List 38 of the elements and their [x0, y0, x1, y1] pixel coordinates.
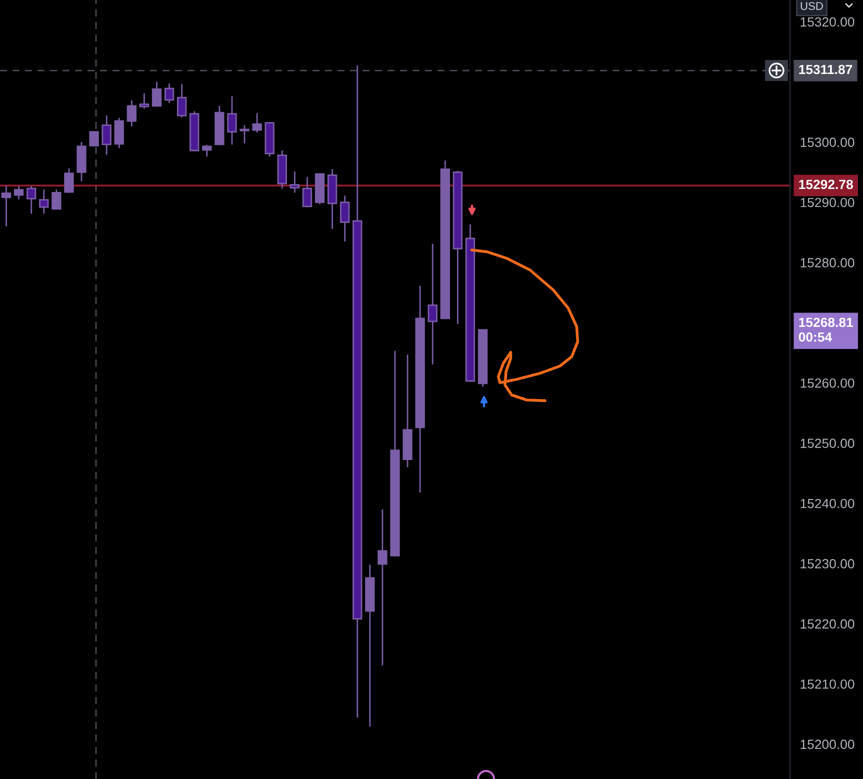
y-tick-label: 15210.00 — [800, 679, 854, 689]
candlestick — [64, 168, 74, 193]
candlestick — [176, 84, 187, 118]
y-tick-label: 15280.00 — [800, 258, 854, 268]
candlestick — [302, 176, 312, 208]
candlestick — [202, 144, 212, 157]
candlestick — [240, 125, 250, 144]
candlestick — [378, 509, 388, 666]
candlestick — [152, 82, 162, 107]
y-tick-label: 15240.00 — [800, 498, 854, 508]
y-tick-label: 15260.00 — [800, 378, 854, 388]
candlestick — [227, 96, 237, 145]
text: USD — [800, 2, 823, 10]
text: 15268.81 00:54 — [798, 318, 853, 342]
candlestick — [114, 118, 124, 148]
candlestick — [39, 190, 49, 214]
y-tick-label: 15300.00 — [800, 138, 854, 147]
candlestick — [164, 84, 174, 104]
candlestick — [290, 171, 300, 193]
ref-line-label: 15292.78 — [799, 180, 853, 190]
candlestick — [14, 186, 24, 200]
y-tick-label: 15220.00 — [800, 619, 854, 629]
candlestick — [26, 186, 36, 214]
y-tick-label: 15290.00 — [800, 198, 854, 208]
candlestick — [52, 190, 62, 210]
candlestick — [89, 131, 99, 146]
ref-line-label: 15311.87 — [799, 64, 852, 74]
y-tick-label: 15250.00 — [800, 438, 854, 448]
y-tick-label: 15200.00 — [800, 740, 854, 749]
candlestick — [126, 100, 136, 127]
candlestick — [1, 186, 12, 226]
candlestick — [252, 113, 262, 133]
candlestick — [102, 115, 112, 155]
candlestick — [428, 244, 438, 364]
candlestick — [340, 196, 350, 242]
candlestick — [139, 93, 150, 108]
y-tick-label: 15320.00 — [800, 17, 854, 27]
y-tick-label: 15230.00 — [800, 559, 854, 568]
